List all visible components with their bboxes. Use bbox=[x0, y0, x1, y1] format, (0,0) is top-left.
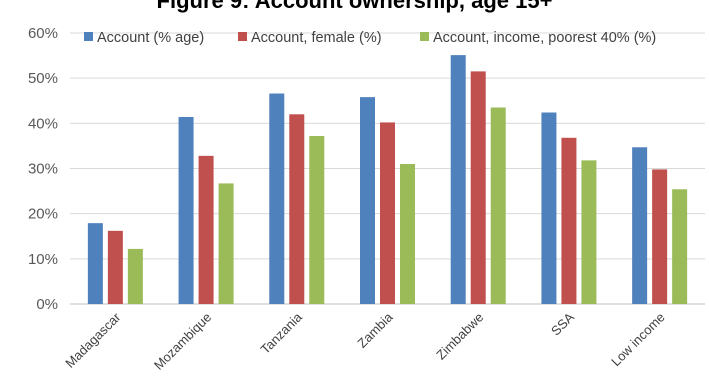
bars bbox=[87, 55, 688, 305]
y-tick-label: 20% bbox=[28, 206, 58, 223]
y-tick-label: 50% bbox=[28, 70, 58, 87]
bar-zimbabwe-series-1 bbox=[450, 55, 466, 304]
x-tick-label: Zambia bbox=[354, 309, 396, 351]
legend-label: Account (% age) bbox=[97, 30, 204, 46]
bar-zambia-series-3 bbox=[400, 163, 415, 304]
x-tick-label: SSA bbox=[548, 309, 577, 338]
chart-title: Figure 9: Account ownership, age 15+ bbox=[156, 0, 553, 13]
y-tick-label: 0% bbox=[36, 296, 58, 313]
y-tick-label: 30% bbox=[28, 161, 58, 178]
bar-mozambique-series-1 bbox=[178, 117, 194, 304]
bar-mozambique-series-2 bbox=[198, 155, 214, 304]
x-tick-label: Zimbabwe bbox=[433, 310, 486, 363]
bar-zimbabwe-series-3 bbox=[490, 107, 506, 305]
bar-ssa-series-1 bbox=[541, 112, 557, 304]
legend-label: Account, female (%) bbox=[251, 30, 382, 46]
y-tick-label: 40% bbox=[28, 115, 58, 132]
legend: Account (% age) Account, female (%) Accoun… bbox=[84, 30, 656, 46]
bar-zambia-series-1 bbox=[360, 97, 375, 305]
bar-zimbabwe-series-2 bbox=[470, 71, 486, 305]
bar-mozambique-series-3 bbox=[218, 183, 234, 304]
legend-label: Account, income, poorest 40% (%) bbox=[433, 30, 656, 46]
bar-tanzania-series-2 bbox=[289, 114, 305, 304]
bar-ssa-series-2 bbox=[561, 137, 577, 304]
bar-low-income-series-2 bbox=[652, 169, 668, 304]
legend-swatch bbox=[420, 32, 429, 41]
x-tick-label: Mozambique bbox=[151, 310, 214, 373]
legend-swatch bbox=[238, 32, 247, 41]
x-tick-label: Madagascar bbox=[62, 309, 124, 371]
bar-low-income-series-1 bbox=[632, 147, 648, 304]
y-tick-label: 60% bbox=[28, 25, 58, 42]
x-axis: Madagascar Mozambique Tanzania Zambia Zimbab… bbox=[62, 309, 667, 373]
y-tick-label: 10% bbox=[28, 251, 58, 268]
bar-tanzania-series-1 bbox=[269, 93, 285, 304]
bar-low-income-series-3 bbox=[672, 189, 688, 304]
bar-madagascar-series-1 bbox=[87, 223, 103, 304]
legend-swatch bbox=[84, 32, 93, 41]
x-tick-label: Tanzania bbox=[257, 309, 305, 357]
y-axis: 0% 10% 20% 30% 40% 50% 60% bbox=[28, 25, 58, 313]
bar-zambia-series-2 bbox=[380, 122, 395, 305]
bar-madagascar-series-3 bbox=[127, 248, 143, 304]
bar-tanzania-series-3 bbox=[309, 135, 325, 304]
x-tick-label: Low income bbox=[608, 310, 668, 370]
bar-ssa-series-3 bbox=[581, 160, 597, 304]
bar-madagascar-series-2 bbox=[107, 230, 123, 304]
